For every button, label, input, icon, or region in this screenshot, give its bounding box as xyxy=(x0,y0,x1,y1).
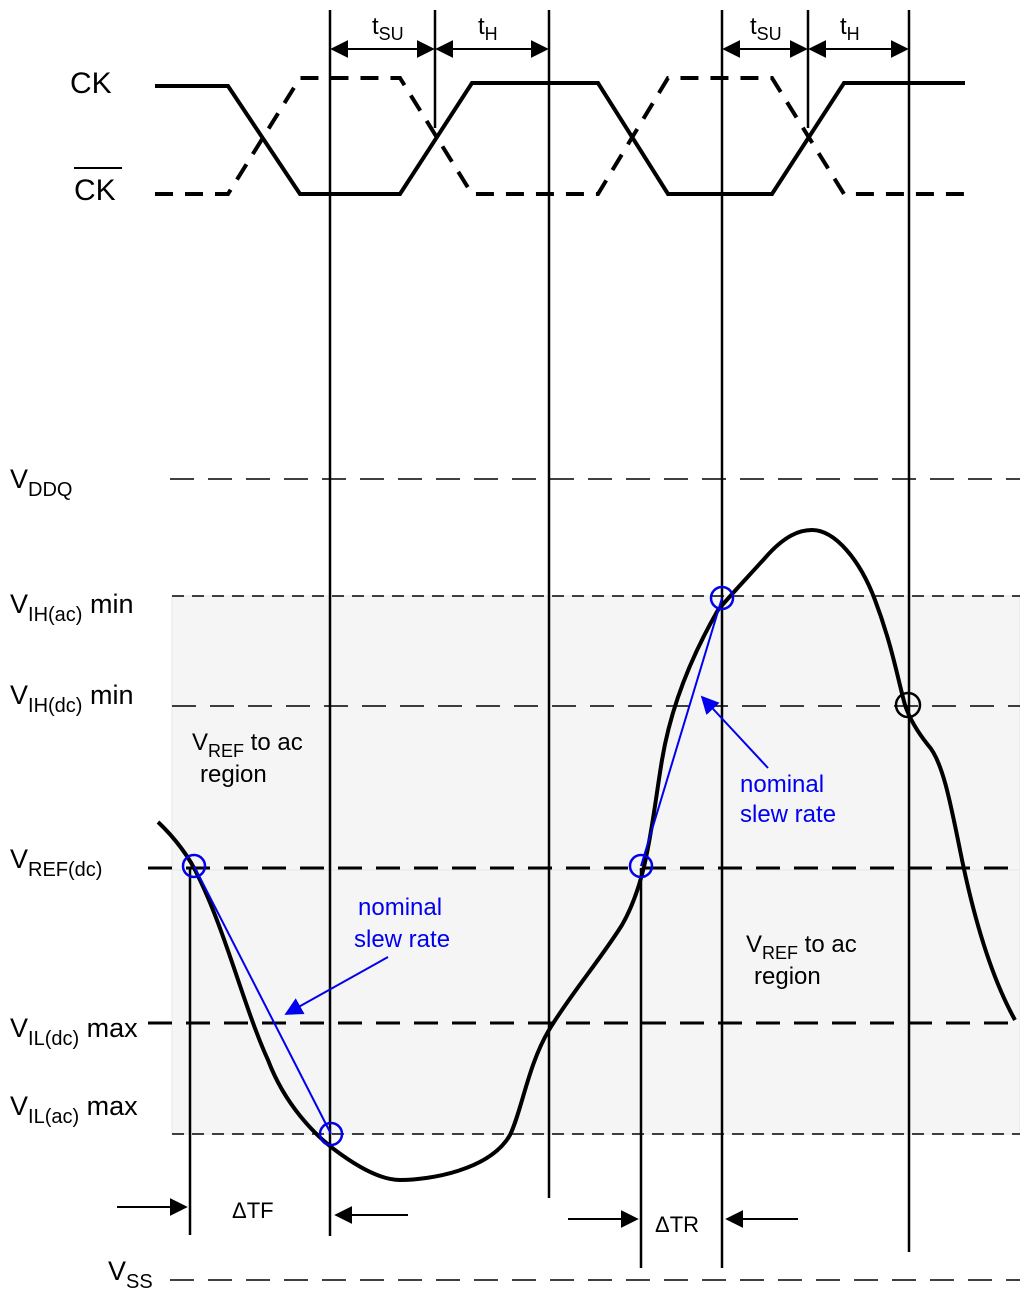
vil-ac-label: VIL(ac) max xyxy=(10,1091,138,1128)
vref-dc-label: VREF(dc) xyxy=(10,844,102,881)
nominal-slew-lines xyxy=(193,597,769,1135)
crossing-circles xyxy=(181,585,922,1147)
upper-region-label-line2: region xyxy=(200,761,267,788)
tsu-label-2: tSU xyxy=(750,13,782,44)
vih-ac-label: VIH(ac) min xyxy=(10,589,133,626)
ck-bar-waveform xyxy=(155,76,965,196)
tsu-label-1: tSU xyxy=(372,13,404,44)
slew-left-line1: nominal xyxy=(358,894,442,921)
vil-dc-label: VIL(dc) max xyxy=(10,1013,138,1050)
input-signal-waveform xyxy=(156,527,1017,1183)
delta-tf-label: ΔTF xyxy=(232,1198,274,1223)
slew-right-line1: nominal xyxy=(740,771,824,798)
level-lines xyxy=(148,478,1020,1281)
ck-bar-label: CK xyxy=(74,174,116,207)
th-label-2: tH xyxy=(840,13,860,44)
vss-label: VSS xyxy=(108,1256,153,1293)
delta-arrows xyxy=(117,1198,798,1228)
vih-dc-label: VIH(dc) min xyxy=(10,680,133,717)
lower-region-label: VREF to ac xyxy=(746,931,857,963)
vertical-markers xyxy=(188,10,911,1268)
th-label-1: tH xyxy=(478,13,498,44)
vref-to-ac-region-upper xyxy=(171,595,1020,871)
vref-to-ac-region-lower xyxy=(171,869,1020,1135)
delta-tr-label: ΔTR xyxy=(655,1212,699,1237)
vddq-label: VDDQ xyxy=(10,464,72,501)
upper-region-label: VREF to ac xyxy=(192,729,303,761)
ck-label: CK xyxy=(70,67,112,100)
ck-waveform xyxy=(155,81,965,196)
slew-right-line2: slew rate xyxy=(740,801,836,828)
lower-region-label-line2: region xyxy=(754,963,821,990)
slew-left-line2: slew rate xyxy=(354,926,450,953)
